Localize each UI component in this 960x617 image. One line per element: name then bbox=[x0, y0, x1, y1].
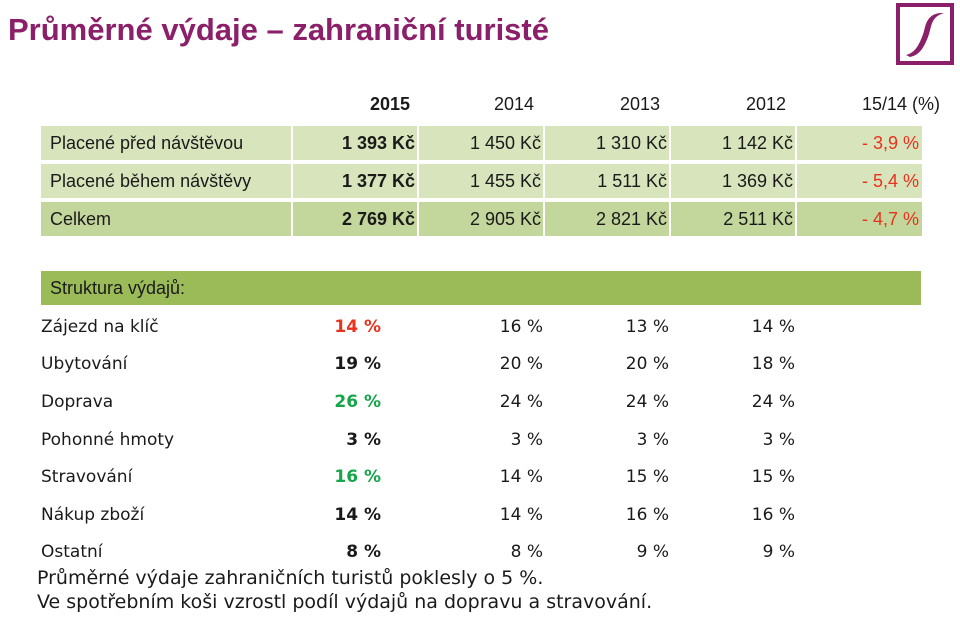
summary-note: Průměrné výdaje zahraničních turistů pok… bbox=[37, 567, 544, 589]
row-label: Pohonné hmoty bbox=[41, 430, 175, 450]
structure-row: Doprava 26 % 24 % 24 % 24 % bbox=[41, 392, 801, 416]
share-2015: 19 % bbox=[334, 354, 381, 374]
row-label: Placené před návštěvou bbox=[50, 133, 244, 153]
share-2015: 14 % bbox=[334, 505, 381, 525]
share-2013: 3 % bbox=[636, 430, 669, 450]
value-2012: 1 369 Kč bbox=[721, 171, 793, 191]
value-2013: 1 511 Kč bbox=[597, 171, 667, 191]
value-2012: 1 142 Kč bbox=[721, 133, 793, 153]
value-change: - 4,7 % bbox=[861, 209, 919, 229]
summary-note: Ve spotřebním koši vzrostl podíl výdajů … bbox=[37, 591, 653, 613]
column-header-2012: 2012 bbox=[745, 94, 786, 114]
structure-row: Ostatní 8 % 8 % 9 % 9 % bbox=[41, 542, 801, 566]
structure-row: Nákup zboží 14 % 14 % 16 % 16 % bbox=[41, 505, 801, 529]
share-2013: 13 % bbox=[625, 317, 669, 337]
share-2015: 26 % bbox=[334, 392, 381, 412]
value-2014: 1 450 Kč bbox=[469, 133, 541, 153]
share-2015: 16 % bbox=[334, 467, 381, 487]
pen-stroke-logo-icon bbox=[896, 3, 954, 65]
value-2014: 1 455 Kč bbox=[469, 171, 541, 191]
share-2014: 3 % bbox=[510, 430, 543, 450]
row-label: Nákup zboží bbox=[41, 505, 145, 525]
share-2014: 8 % bbox=[510, 542, 543, 562]
share-2012: 16 % bbox=[751, 505, 795, 525]
share-2014: 14 % bbox=[499, 467, 543, 487]
row-label: Stravování bbox=[41, 467, 133, 487]
share-2012: 14 % bbox=[751, 317, 795, 337]
value-2014: 2 905 Kč bbox=[469, 209, 541, 229]
row-label: Ostatní bbox=[41, 542, 103, 562]
share-2013: 20 % bbox=[625, 354, 669, 374]
share-2014: 14 % bbox=[499, 505, 543, 525]
value-2012: 2 511 Kč bbox=[723, 209, 793, 229]
row-label: Celkem bbox=[50, 209, 112, 229]
column-header-2013: 2013 bbox=[619, 94, 660, 114]
column-header-change: 15/14 (%) bbox=[861, 94, 940, 114]
structure-row: Pohonné hmoty 3 % 3 % 3 % 3 % bbox=[41, 430, 801, 454]
value-2015: 1 377 Kč bbox=[341, 171, 415, 191]
share-2014: 20 % bbox=[499, 354, 543, 374]
share-2013: 24 % bbox=[625, 392, 669, 412]
value-2013: 1 310 Kč bbox=[595, 133, 667, 153]
share-2013: 16 % bbox=[625, 505, 669, 525]
value-2015: 2 769 Kč bbox=[341, 209, 415, 229]
share-2013: 15 % bbox=[625, 467, 669, 487]
structure-row: Zájezd na klíč 14 % 16 % 13 % 14 % bbox=[41, 317, 801, 341]
column-header-2015: 2015 bbox=[369, 94, 410, 114]
row-label: Doprava bbox=[41, 392, 114, 412]
share-2012: 18 % bbox=[751, 354, 795, 374]
share-2015: 8 % bbox=[346, 542, 381, 562]
row-label: Zájezd na klíč bbox=[41, 317, 159, 337]
spending-row: Placené před návštěvou 1 393 Kč 1 450 Kč… bbox=[41, 126, 922, 160]
structure-row: Stravování 16 % 14 % 15 % 15 % bbox=[41, 467, 801, 491]
share-2012: 9 % bbox=[762, 542, 795, 562]
row-label: Ubytování bbox=[41, 354, 128, 374]
share-2014: 24 % bbox=[499, 392, 543, 412]
value-2013: 2 821 Kč bbox=[595, 209, 667, 229]
value-2015: 1 393 Kč bbox=[341, 133, 415, 153]
share-2014: 16 % bbox=[499, 317, 543, 337]
share-2013: 9 % bbox=[636, 542, 669, 562]
structure-row: Ubytování 19 % 20 % 20 % 18 % bbox=[41, 354, 801, 378]
column-header-2014: 2014 bbox=[493, 94, 534, 114]
value-change: - 3,9 % bbox=[861, 133, 919, 153]
structure-header: Struktura výdajů: bbox=[41, 271, 921, 305]
share-2015: 14 % bbox=[334, 317, 381, 337]
share-2012: 24 % bbox=[751, 392, 795, 412]
row-label: Placené během návštěvy bbox=[50, 171, 252, 191]
spending-total-row: Celkem 2 769 Kč 2 905 Kč 2 821 Kč 2 511 … bbox=[41, 202, 922, 236]
share-2012: 3 % bbox=[762, 430, 795, 450]
spending-row: Placené během návštěvy 1 377 Kč 1 455 Kč… bbox=[41, 164, 922, 198]
page-title: Průměrné výdaje – zahraniční turisté bbox=[8, 12, 549, 47]
share-2012: 15 % bbox=[751, 467, 795, 487]
value-change: - 5,4 % bbox=[861, 171, 919, 191]
share-2015: 3 % bbox=[346, 430, 381, 450]
